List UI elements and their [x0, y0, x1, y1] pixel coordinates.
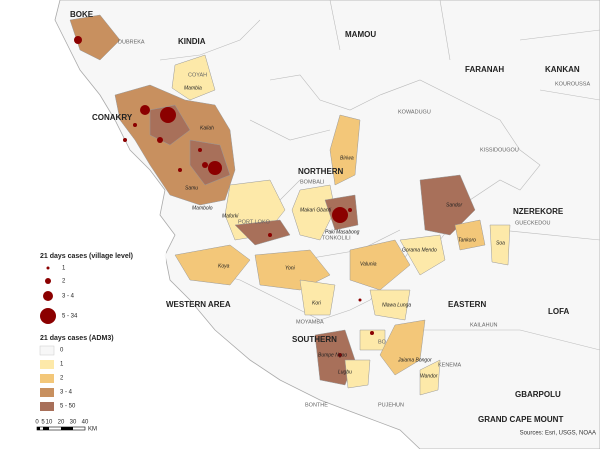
legend-title: 21 days cases (ADM3): [40, 335, 114, 342]
district-label: BONTHE: [305, 402, 328, 408]
place-label: Tankoro: [458, 237, 476, 243]
region-label: LOFA: [548, 307, 570, 316]
place-label: Wandor: [420, 373, 438, 379]
legend-item: 2: [62, 279, 66, 285]
place-label: Mambia: [184, 85, 202, 91]
place-label: Samu: [185, 185, 198, 191]
place-label: Kaliah: [200, 125, 214, 131]
place-label: Mambolo: [192, 205, 213, 211]
scale-label: 10: [46, 420, 53, 426]
district-label: KAILAHUN: [470, 322, 498, 328]
legend-item: 0: [60, 348, 64, 354]
district-label: BOMBALI: [300, 179, 325, 185]
legend-symbol: [40, 308, 56, 324]
scale-label: 30: [70, 420, 77, 426]
place-label: Koya: [218, 263, 230, 269]
scale-bar: 0 5 10 20 30 40 KM: [35, 420, 97, 433]
region-label: CONAKRY: [92, 113, 133, 122]
scale-label: 5: [41, 420, 45, 426]
legend: 21 days cases (village level) 1 2 3 - 4 …: [36, 248, 166, 413]
scale-label: 40: [82, 420, 89, 426]
place-label: Valunia: [360, 261, 377, 267]
place-label: Maforki: [222, 213, 239, 219]
scale-label: 20: [58, 420, 65, 426]
district-label: COYAH: [188, 72, 207, 78]
place-label: Lugbu: [338, 369, 352, 375]
legend-swatch: [39, 345, 55, 356]
place-label: Paki Masabong: [325, 229, 360, 235]
place-labels: Mambia Kaliah Biriwa Mambolo Maforki Mak…: [184, 85, 505, 379]
legend-swatch: [40, 360, 54, 369]
place-label: Nlawa Lunga: [382, 302, 411, 308]
district-label: KOWADUGU: [398, 109, 431, 115]
place-label: Gorama Mendo: [402, 247, 437, 253]
district-label: PORT LOKO: [238, 219, 271, 225]
legend-swatch: [40, 374, 54, 383]
legend-title: 21 days cases (village level): [40, 253, 133, 260]
district-label: BO: [378, 339, 387, 345]
legend-item: 2: [60, 376, 64, 382]
scale-unit: KM: [88, 427, 97, 433]
region-label: FARANAH: [465, 65, 504, 74]
region-label: WESTERN AREA: [166, 300, 231, 309]
district-label: TONKOLILI: [322, 235, 351, 241]
place-label: Soa: [496, 240, 505, 246]
place-label: Kori: [312, 300, 322, 306]
adm3-areas: [69, 14, 511, 396]
region-label: KINDIA: [178, 37, 206, 46]
place-label: Bumpe Ngao: [318, 352, 347, 358]
village-cases: [74, 36, 374, 357]
place-label: Jaiama Bongor: [397, 357, 432, 363]
legend-item: 5 - 34: [62, 314, 78, 320]
place-label: Biriwa: [340, 155, 354, 161]
region-label: NORTHERN: [298, 167, 344, 176]
legend-item: 1: [62, 266, 66, 272]
legend-symbol: [45, 278, 51, 284]
source: Sources: Esri, USGS, NOAA: [520, 431, 596, 437]
district-label: KISSIDOUGOU: [480, 147, 519, 153]
district-label: PUJEHUN: [378, 402, 404, 408]
region-label: EASTERN: [448, 300, 486, 309]
legend-symbol: [46, 266, 50, 270]
district-label: KOUROUSSA: [555, 81, 590, 87]
region-label: NZEREKORE: [513, 207, 564, 216]
region-labels: BOKE MAMOU FARANAH KANKAN KINDIA CONAKRY…: [70, 10, 580, 424]
place-label: Makari Gbanti: [300, 207, 332, 213]
legend-item: 3 - 4: [60, 390, 73, 396]
district-label: KENEMA: [438, 362, 462, 368]
legend-item: 5 - 50: [60, 404, 76, 410]
place-label: Sandor: [446, 202, 462, 208]
legend-swatch: [40, 402, 54, 411]
district-label: MOYAMBA: [296, 319, 324, 325]
district-label: GUECKEDOU: [515, 220, 550, 226]
district-label: DUBREKA: [118, 39, 145, 45]
legend-item: 1: [60, 362, 64, 368]
region-label: SOUTHERN: [292, 335, 337, 344]
place-label: Yoni: [285, 265, 296, 271]
scale-label: 0: [35, 420, 39, 426]
legend-swatch: [40, 388, 54, 397]
region-label: MAMOU: [345, 30, 376, 39]
region-label: GBARPOLU: [515, 390, 561, 399]
region-label: KANKAN: [545, 65, 580, 74]
district-labels: DUBREKA COYAH KOUROUSSA KOWADUGU BOMBALI…: [118, 39, 590, 408]
legend-item: 3 - 4: [62, 294, 75, 300]
region-label: BOKE: [70, 10, 94, 19]
region-label: GRAND CAPE MOUNT: [478, 415, 563, 424]
legend-box: [36, 248, 166, 413]
legend-symbol: [43, 291, 53, 301]
